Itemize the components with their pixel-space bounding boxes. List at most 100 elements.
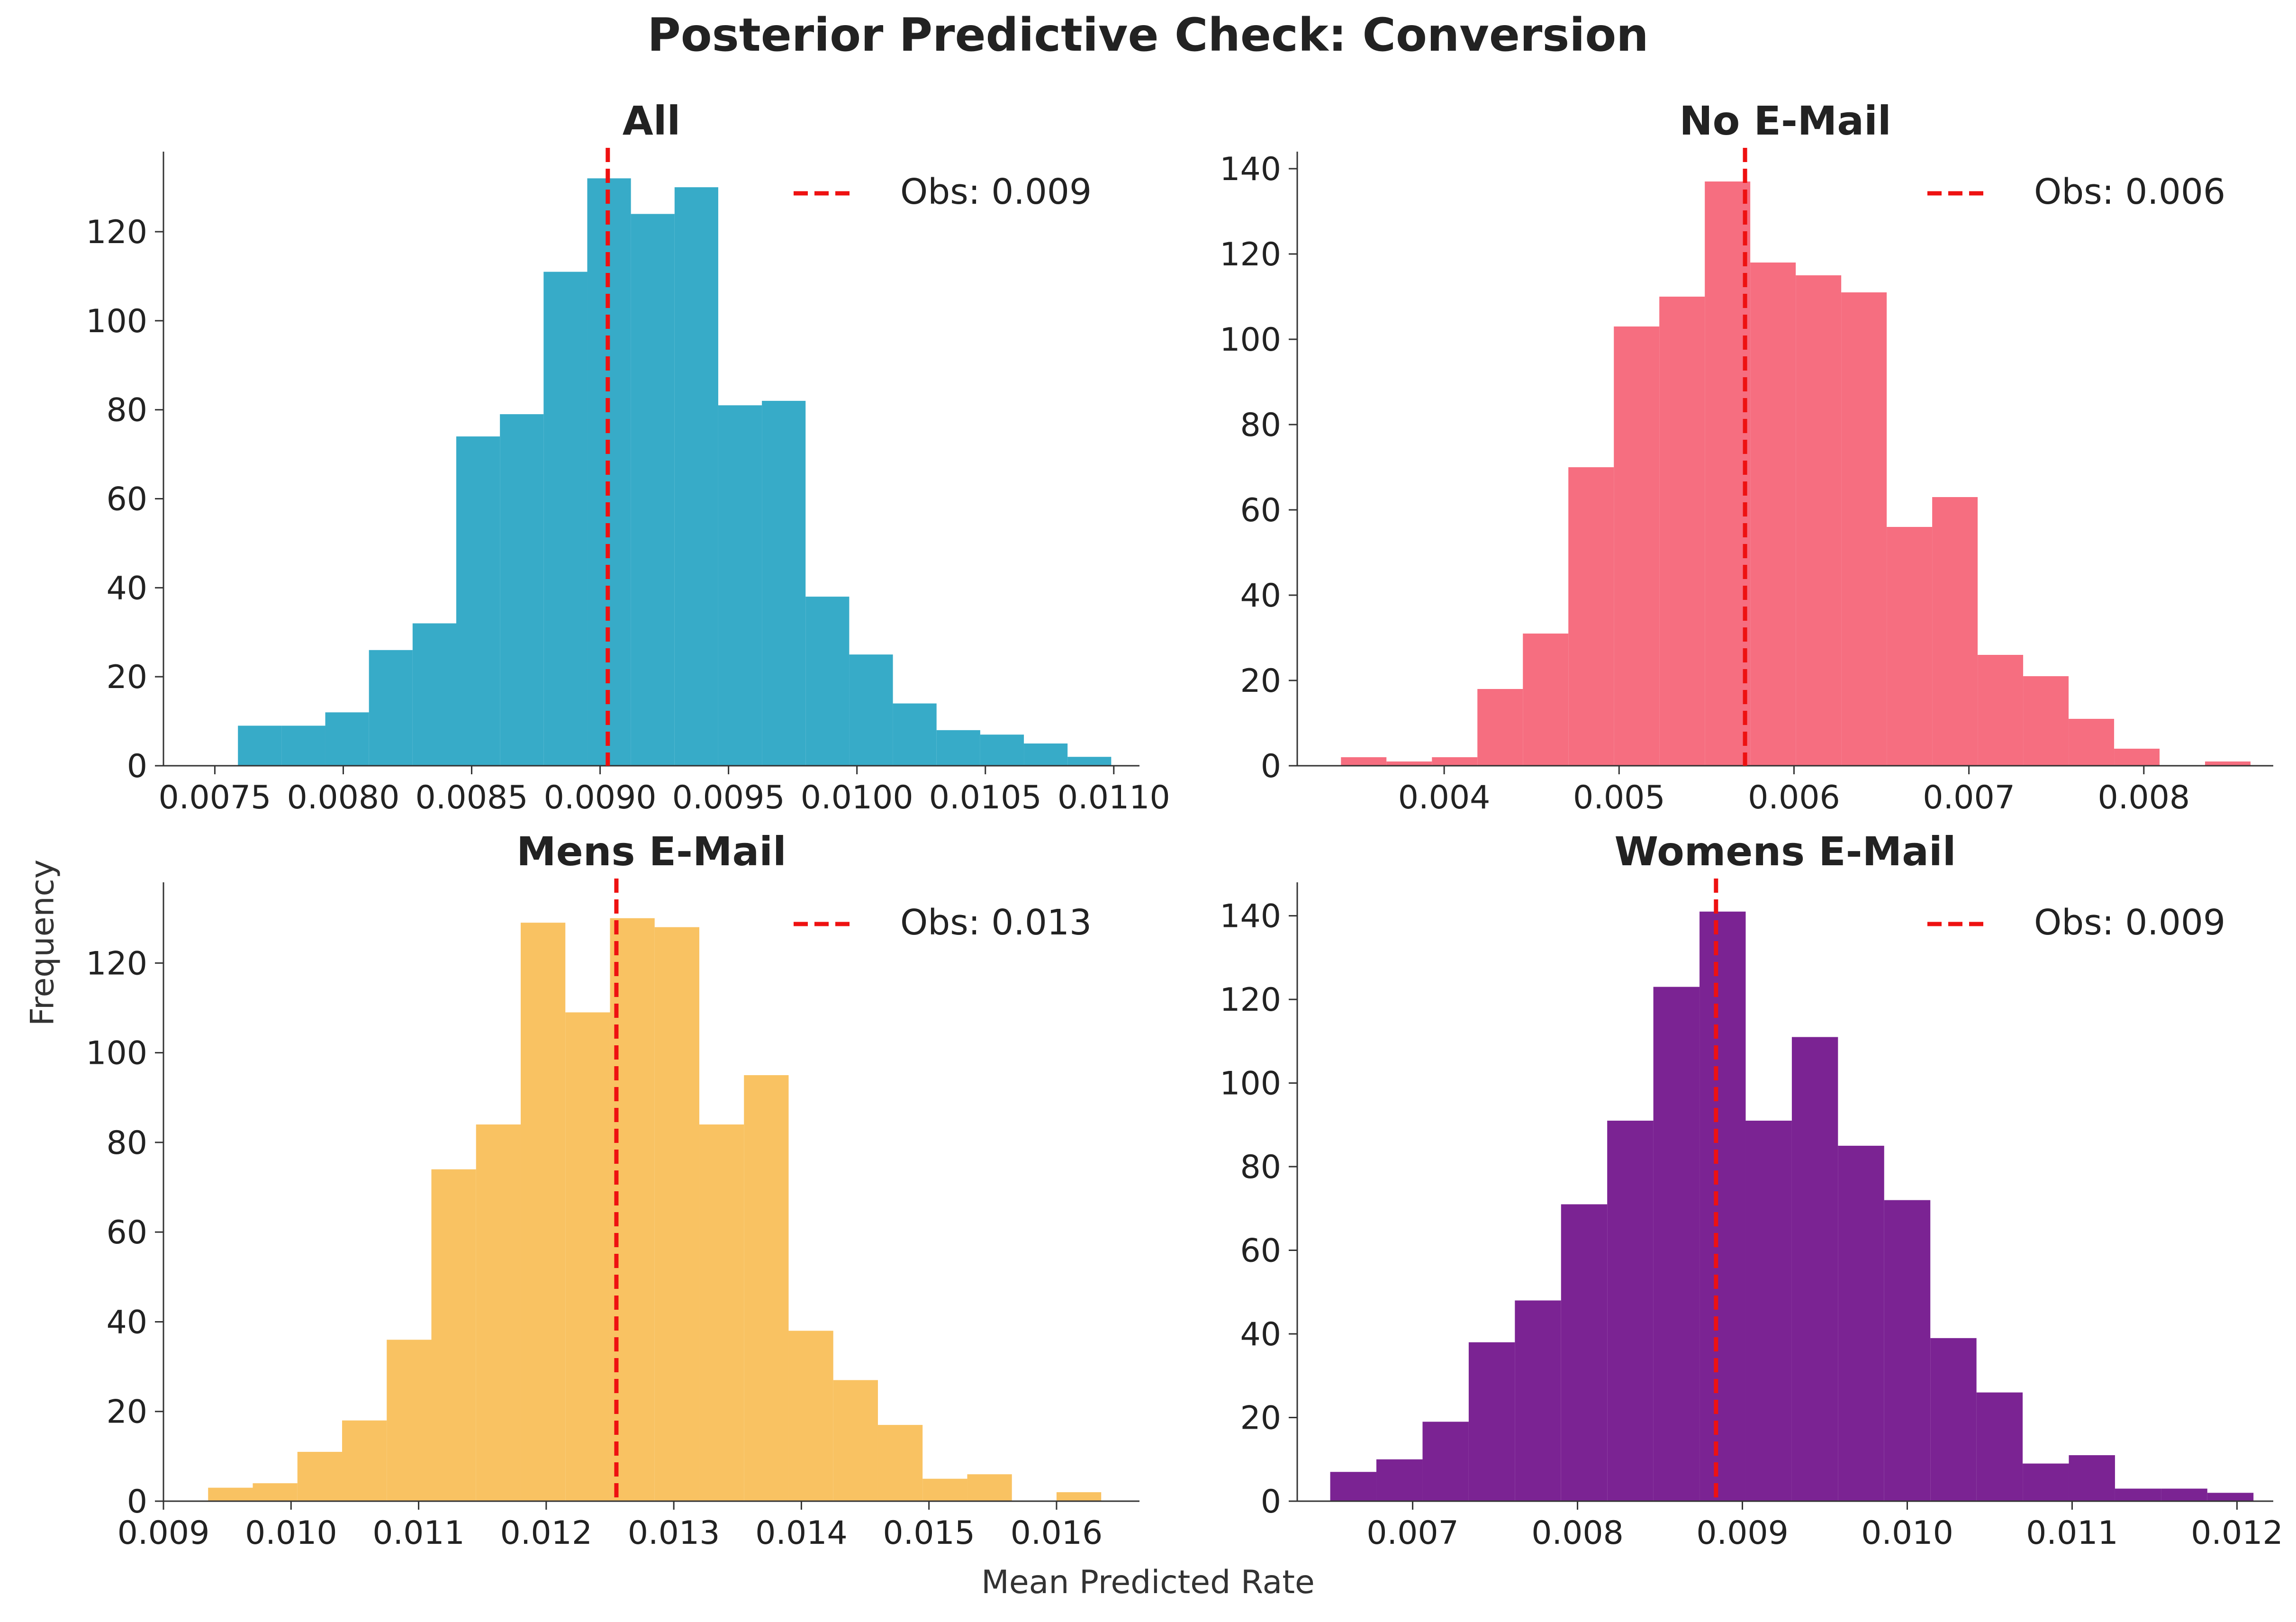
all-bar [543,272,588,766]
all-bar [1024,743,1068,766]
mens-e-mail-bar [342,1420,387,1501]
all-x-tick-label: 0.0110 [1058,779,1170,816]
no-e-mail-bar [1523,634,1569,766]
no-e-mail-bar [1887,527,1933,766]
womens-e-mail-bar [1699,911,1746,1501]
all-x-tick-label: 0.0085 [416,779,528,816]
womens-e-mail-bar [1376,1459,1423,1501]
womens-e-mail-bar [2115,1488,2161,1501]
all-y-tick-label: 20 [106,659,147,696]
womens-e-mail-y-tick-label: 60 [1240,1232,1281,1270]
womens-e-mail-bar [1976,1392,2023,1501]
all-bar [936,730,980,766]
womens-e-mail-y-tick-label: 100 [1220,1065,1281,1103]
no-e-mail-bar [2069,719,2115,766]
no-e-mail-bar [1932,497,1978,766]
womens-e-mail-bar [1561,1204,1608,1501]
mens-e-mail-y-tick-label: 20 [106,1394,147,1431]
mens-e-mail-x-tick-label: 0.009 [118,1514,210,1552]
womens-e-mail-bar [1884,1200,1931,1501]
no-e-mail-bar [1477,689,1523,766]
no-e-mail-bar [2114,749,2160,766]
no-e-mail-bar [1841,292,1887,766]
womens-e-mail-x-tick-label: 0.007 [1366,1514,1459,1552]
mens-e-mail-bar [877,1425,923,1501]
all-x-tick-label: 0.0090 [544,779,657,816]
no-e-mail-y-tick-label: 20 [1240,662,1281,700]
no-e-mail-bar [1659,297,1705,766]
womens-e-mail-x-tick-label: 0.009 [1696,1514,1789,1552]
mens-e-mail-bar [967,1474,1012,1501]
mens-e-mail-bar [431,1169,476,1501]
mens-e-mail-bar [208,1487,253,1501]
no-e-mail-x-tick-label: 0.008 [2097,779,2190,816]
mens-e-mail-y-tick-label: 100 [86,1035,147,1072]
womens-e-mail-x-tick-label: 0.012 [2191,1514,2283,1552]
mens-e-mail-bar [387,1340,432,1501]
all-bar [1067,757,1112,766]
mens-e-mail-bar [1056,1492,1102,1501]
all-y-tick-label: 120 [86,214,147,251]
womens-e-mail-y-tick-label: 120 [1220,981,1281,1019]
no-e-mail-bar [1750,263,1796,766]
mens-e-mail-title: Mens E-Mail [516,828,786,875]
no-e-mail-x-tick-label: 0.005 [1573,779,1665,816]
all-bar [762,400,806,766]
womens-e-mail-bar [1745,1120,1792,1501]
mens-e-mail-bar [253,1483,298,1501]
all-bar [718,405,762,766]
mens-e-mail-bar [520,923,566,1501]
mens-e-mail-bar [699,1124,744,1501]
all-bar [805,597,850,766]
all-y-tick-label: 0 [127,748,147,785]
no-e-mail-title: No E-Mail [1679,98,1891,144]
x-axis-label: Mean Predicted Rate [981,1564,1315,1601]
mens-e-mail-y-tick-label: 120 [86,945,147,982]
no-e-mail-bar [1432,757,1478,766]
womens-e-mail-bar [2069,1455,2115,1501]
all-legend-label: Obs: 0.009 [900,172,1092,212]
womens-e-mail-x-tick-label: 0.010 [1861,1514,1953,1552]
womens-e-mail-bar [2161,1488,2207,1501]
no-e-mail-y-tick-label: 40 [1240,577,1281,615]
mens-e-mail-x-tick-label: 0.016 [1011,1514,1103,1552]
panel-no-email: 0 20 40 60 80 100 120 140 0.004 0.005 0.006 0.007 0.… [1220,98,2273,816]
no-e-mail-bar [1978,655,2024,766]
mens-e-mail-y-tick-label: 40 [106,1304,147,1341]
all-y-tick-label: 60 [106,481,147,518]
womens-e-mail-bar [1791,1037,1838,1501]
womens-e-mail-bar [1330,1472,1377,1501]
womens-e-mail-bar [1515,1300,1561,1501]
mens-e-mail-bar [654,927,699,1501]
all-y-tick-label: 100 [86,303,147,340]
no-e-mail-bar [1796,275,1842,766]
no-e-mail-y-tick-label: 120 [1220,236,1281,273]
all-x-tick-label: 0.0105 [929,779,1042,816]
no-e-mail-x-tick-label: 0.006 [1748,779,1840,816]
panel-all: 0 20 40 60 80 100 120 0.0075 0.0080 0.0085 0.0090 0… [86,98,1170,816]
all-bar [412,623,456,766]
all-bar [631,214,675,766]
figure-title: Posterior Predictive Check: Conversion [647,9,1649,62]
all-bar [281,725,325,766]
womens-e-mail-bar [1930,1338,1977,1501]
all-title: All [623,98,681,144]
womens-e-mail-legend-label: Obs: 0.009 [2034,902,2225,943]
panel-mens-email: 0 20 40 60 80 100 120 0.009 0.010 0.011 0.012 0.013… [86,828,1139,1552]
mens-e-mail-x-tick-label: 0.013 [628,1514,720,1552]
all-y-tick-label: 80 [106,392,147,429]
all-bar [500,414,544,766]
no-e-mail-y-tick-label: 80 [1240,407,1281,444]
womens-e-mail-y-tick-label: 0 [1261,1483,1281,1521]
no-e-mail-bar [1386,761,1432,766]
mens-e-mail-x-tick-label: 0.014 [755,1514,848,1552]
womens-e-mail-bar [1607,1120,1654,1501]
all-bar [456,436,500,766]
mens-e-mail-bar [788,1331,833,1501]
mens-e-mail-x-tick-label: 0.015 [883,1514,975,1552]
no-e-mail-bar [1568,467,1614,766]
womens-e-mail-y-tick-label: 20 [1240,1400,1281,1437]
all-x-tick-label: 0.0080 [287,779,400,816]
mens-e-mail-x-tick-label: 0.010 [245,1514,337,1552]
womens-e-mail-y-tick-label: 80 [1240,1149,1281,1186]
